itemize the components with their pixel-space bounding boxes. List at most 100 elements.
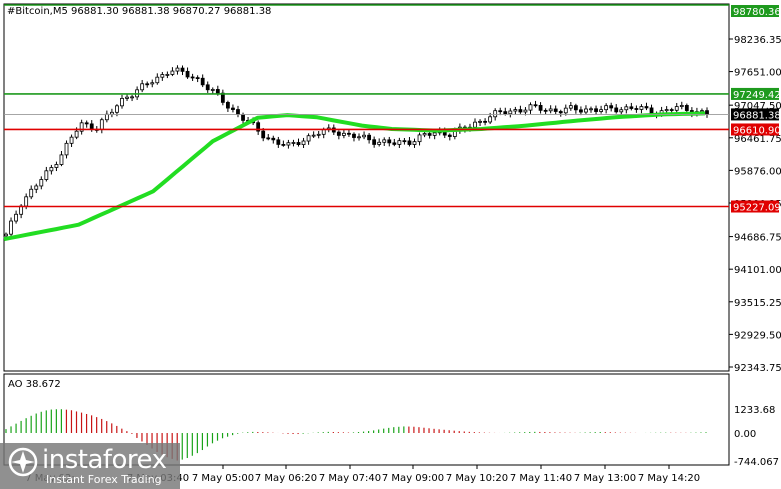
candle — [341, 129, 346, 139]
time-tick-label: 7 May 05:00 — [192, 473, 254, 484]
candle — [548, 105, 553, 114]
current-price-tag — [731, 108, 779, 121]
candlestick-series — [4, 65, 709, 240]
candle — [180, 65, 185, 76]
level-label: 95227.09 — [733, 203, 781, 214]
level-tag — [731, 123, 779, 136]
candle — [160, 71, 165, 81]
candle — [49, 164, 54, 175]
candle — [69, 134, 74, 148]
candle — [311, 131, 316, 138]
price-tick-label: 97047.50 — [734, 101, 781, 112]
candle — [39, 176, 44, 190]
candle — [362, 131, 366, 140]
candle — [64, 140, 69, 159]
level-tag — [731, 200, 779, 213]
candle — [629, 102, 634, 111]
candle — [579, 106, 583, 116]
candle — [352, 132, 356, 142]
candle — [584, 105, 588, 115]
level-label: 96610.90 — [733, 125, 781, 136]
price-tick-label: 92343.75 — [734, 363, 781, 374]
oscillator-title: AO 38.672 — [8, 379, 61, 390]
candle — [145, 81, 150, 88]
price-tick-label: 95876.00 — [734, 166, 781, 177]
candle — [599, 105, 603, 114]
time-tick-label: 7 May 10:20 — [446, 473, 508, 484]
candle — [84, 120, 89, 128]
candle — [306, 133, 311, 145]
candle — [614, 104, 619, 114]
candle — [175, 65, 180, 75]
candle — [266, 133, 271, 141]
time-tick-label: 7 May 06:20 — [255, 473, 317, 484]
candle — [518, 105, 523, 114]
price-tick-label: 94686.75 — [734, 233, 781, 244]
candle — [29, 185, 34, 200]
price-tick-label: 98236.35 — [734, 35, 781, 46]
candle — [558, 109, 563, 117]
candle — [533, 100, 538, 108]
support-resistance-levels: 98780.36 97249.42 96610.90 95227.09 96881.38 — [4, 4, 781, 214]
time-tick-label: 7 May 07:40 — [319, 473, 381, 484]
candle — [276, 136, 281, 148]
candle — [412, 138, 417, 148]
candle — [639, 104, 644, 114]
level-label: 98780.36 — [733, 7, 781, 18]
candle — [185, 67, 190, 79]
candle — [604, 103, 609, 114]
candle — [417, 132, 422, 146]
candle — [679, 101, 684, 110]
candle — [609, 102, 614, 112]
logo-tagline: Instant Forex Trading — [46, 473, 162, 486]
candle — [190, 73, 195, 81]
candle — [382, 137, 387, 147]
level-tag — [731, 87, 779, 100]
instaforex-logo: instaforex Instant Forex Trading — [0, 443, 180, 489]
candle — [150, 79, 155, 88]
candle — [447, 133, 452, 141]
candle — [225, 100, 230, 112]
candle — [125, 93, 129, 102]
candle — [644, 102, 649, 111]
candle — [377, 138, 382, 147]
level-label: 97249.42 — [733, 90, 781, 101]
time-tick-label: 7 May 09:00 — [382, 473, 444, 484]
candle — [316, 131, 321, 139]
instaforex-logo-icon — [8, 447, 38, 477]
time-tick-label: 7 May 11:40 — [510, 473, 572, 484]
price-tick-label: 96461.75 — [734, 134, 781, 145]
candle — [195, 75, 200, 83]
candle — [14, 210, 18, 224]
price-panel-frame — [3, 3, 730, 372]
candle — [674, 102, 679, 114]
price-tick-label: 94101.00 — [734, 265, 781, 276]
time-tick-label: 7 May 13:00 — [574, 473, 636, 484]
price-tick-label: 93515.25 — [734, 298, 781, 309]
logo-brand-text: instaforex — [42, 445, 167, 475]
candle — [286, 139, 291, 149]
candle — [589, 106, 593, 113]
oscillator-axis: 1233.68 0.00 -744.067 — [734, 405, 779, 468]
candle — [573, 103, 578, 114]
candle — [553, 105, 558, 115]
candle — [508, 108, 513, 118]
candle — [357, 133, 361, 141]
candle — [231, 104, 235, 113]
candle — [523, 107, 528, 116]
candle — [498, 107, 503, 116]
chart-title: #Bitcoin,M5 96881.30 96881.38 96870.27 9… — [7, 6, 271, 17]
candle — [372, 136, 377, 148]
candle — [543, 108, 548, 115]
candle — [347, 129, 351, 137]
price-tick-label: 97651.00 — [734, 68, 781, 79]
candle — [210, 87, 215, 94]
candle — [624, 104, 629, 114]
ao-tick-label: 1233.68 — [734, 405, 775, 416]
ao-tick-label: -744.067 — [734, 457, 779, 468]
time-tick-label: 7 May 14:20 — [638, 473, 700, 484]
candle — [296, 138, 301, 147]
candle — [528, 102, 533, 114]
candle — [392, 138, 397, 147]
